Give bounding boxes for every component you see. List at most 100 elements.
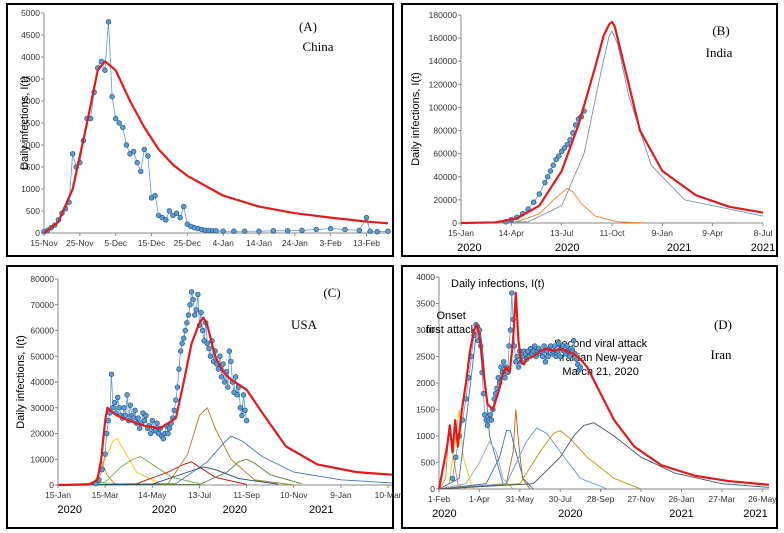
data-point — [105, 417, 111, 424]
year-label: 2020 — [58, 504, 82, 516]
y-tick-label: 40000 — [433, 172, 457, 182]
y-tick-label: 0 — [35, 228, 40, 238]
y-tick-label: 2000 — [416, 378, 435, 388]
annotation: Iranian New-year — [559, 352, 643, 364]
mode-curve-mode-7 — [438, 427, 608, 490]
y-tick-label: 60000 — [30, 326, 54, 336]
x-tick-label: 9-Jan — [330, 490, 352, 500]
chart-c-svg: 0 10000 20000 30000 40000 50000 60000 70000 8000… — [15, 274, 402, 516]
data-point — [143, 412, 149, 419]
x-tick-label: 10-Mar — [375, 490, 402, 500]
y-tick-label: 100000 — [429, 102, 458, 112]
x-tick-label: 10-Nov — [280, 490, 308, 500]
x-tick-label: 4-Jan — [213, 238, 235, 248]
y-axis-label: Daily infections, I(t) — [410, 72, 422, 166]
data-point — [558, 148, 565, 155]
data-point — [299, 227, 305, 234]
y-tick-label: 3500 — [416, 299, 435, 309]
data-point — [313, 226, 320, 233]
data-point — [556, 153, 562, 159]
mode-curve-mode-7 — [57, 458, 302, 486]
data-point — [564, 141, 570, 148]
data-point — [367, 228, 373, 234]
y-tick-label: 80000 — [30, 274, 54, 284]
data-point — [220, 361, 226, 367]
data-point — [237, 405, 244, 411]
data-point — [173, 210, 180, 216]
y-tick-label: 4500 — [21, 30, 40, 40]
y-axis-label: Daily infections, I(t) — [19, 76, 31, 170]
x-tick-label: 26-Jan — [668, 494, 694, 504]
data-point — [553, 156, 559, 163]
mode-curve-mode-8 — [57, 466, 279, 486]
panel-label: (C) — [323, 285, 340, 300]
data-point — [141, 146, 148, 153]
data-point — [130, 415, 137, 421]
data-point — [177, 348, 184, 354]
mode-curve-mode-9 — [438, 422, 770, 490]
data-point — [220, 228, 226, 234]
x-tick-label: 15-Dec — [138, 238, 166, 248]
mode-curve-mode-2 — [57, 438, 161, 486]
data-point — [536, 191, 542, 197]
data-point — [188, 289, 195, 295]
data-point — [124, 392, 130, 398]
data-point — [242, 407, 248, 414]
data-point — [218, 374, 225, 380]
data-point — [173, 397, 179, 403]
data-point — [174, 384, 181, 390]
year-label: 2020 — [432, 508, 456, 520]
y-tick-label: 0 — [430, 484, 435, 494]
data-point — [134, 159, 140, 166]
data-point — [108, 371, 115, 377]
x-tick-label: 28-Sep — [587, 494, 615, 504]
y-tick-label: 500 — [26, 206, 40, 216]
x-tick-label: 27-Mar — [708, 494, 735, 504]
data-point — [102, 451, 108, 457]
data-point — [540, 353, 546, 360]
panel-d-iran: 0 500 1000 1500 2000 2500 3000 3500 4000 1-Feb 1-A… — [401, 265, 778, 529]
data-point — [193, 307, 200, 313]
y-tick-label: 5000 — [21, 8, 40, 18]
data-point — [111, 399, 118, 406]
x-tick-label: 13-Jul — [550, 228, 573, 238]
x-tick-label: 14-Jan — [246, 238, 272, 248]
y-axis-label: Daily infections, I(t) — [15, 335, 27, 429]
data-point — [187, 302, 193, 308]
data-point — [542, 179, 548, 186]
data-point — [165, 430, 171, 437]
y-axis-label: Daily infections, I(t) — [451, 278, 545, 290]
mode-curve-mode-3 — [57, 456, 200, 486]
y-tick-label: 160000 — [429, 33, 458, 43]
fit-curve — [437, 291, 770, 490]
data-point — [182, 327, 189, 334]
mode-curve-mode-4 — [57, 461, 247, 486]
y-tick-label: 500 — [421, 458, 435, 468]
data-point — [482, 412, 488, 418]
x-tick-label: 13-Feb — [353, 238, 380, 248]
mode-curve-mode-6 — [57, 435, 393, 486]
data-point — [240, 392, 247, 398]
y-tick-label: 40000 — [30, 377, 54, 387]
data-point — [509, 290, 515, 296]
year-label: 2020 — [457, 242, 481, 254]
y-tick-label: 0 — [49, 480, 54, 490]
x-tick-label: 30-Jul — [549, 494, 572, 504]
x-tick-label: 9-Jan — [652, 228, 674, 238]
data-point — [204, 340, 211, 347]
data-point — [225, 384, 231, 390]
data-point — [239, 412, 245, 419]
data-point — [123, 142, 130, 148]
y-tick-label: 30000 — [30, 403, 54, 413]
x-tick-label: 24-Jan — [282, 238, 308, 248]
data-point — [495, 374, 501, 381]
data-point — [181, 203, 187, 210]
y-tick-label: 20000 — [433, 195, 457, 205]
data-point — [545, 353, 551, 360]
country-label: USA — [291, 317, 318, 332]
data-line — [43, 21, 389, 233]
x-tick-label: 11-Oct — [600, 228, 626, 238]
x-tick-label: 1-Feb — [428, 494, 450, 504]
data-point — [192, 312, 198, 318]
y-tick-label: 10000 — [30, 454, 54, 464]
